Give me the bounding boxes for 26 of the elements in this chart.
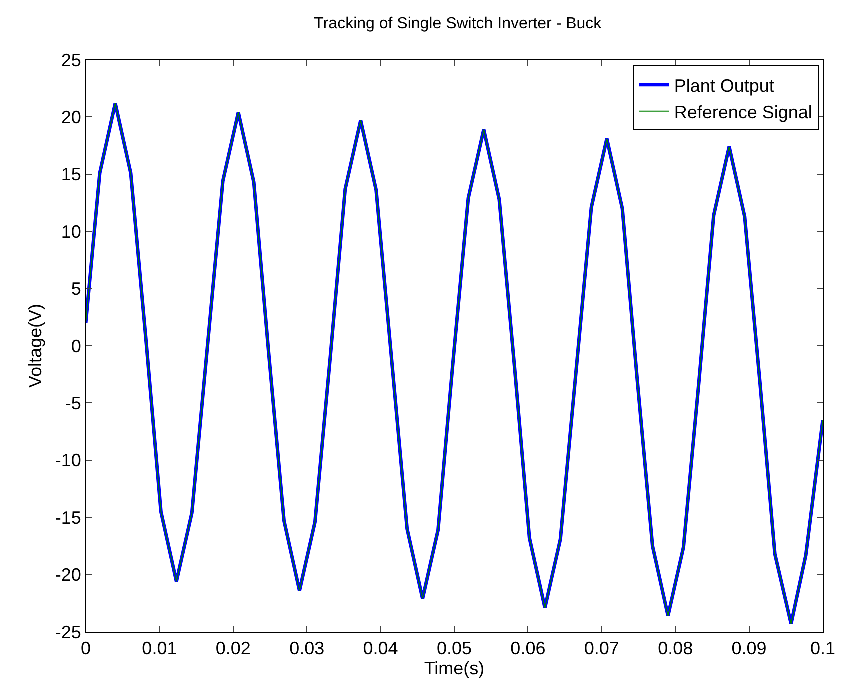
y-tick-label: 20 [61, 108, 82, 128]
x-tick-label: 0.08 [658, 638, 694, 659]
y-tick-label: 15 [61, 164, 82, 185]
y-tick-label: 25 [61, 50, 82, 70]
x-tick-label: 0.09 [732, 638, 767, 659]
x-axis-title: Time(s) [424, 658, 485, 679]
x-tick-label: 0.02 [216, 638, 251, 659]
x-tick-label: 0.01 [142, 638, 178, 659]
y-tick-label: -15 [55, 508, 82, 528]
x-tick-label: 0.04 [363, 638, 398, 659]
y-tick-label: 10 [61, 222, 82, 242]
x-tick-label: 0.07 [584, 638, 620, 659]
y-tick-label: -10 [55, 450, 82, 471]
y-tick-label: -25 [55, 622, 82, 642]
y-axis-title: Voltage(V) [26, 304, 46, 388]
legend-label: Plant Output [674, 76, 774, 96]
y-tick-label: -5 [65, 394, 82, 414]
y-tick-label: 5 [71, 279, 82, 300]
x-tick-label: 0.03 [290, 638, 325, 659]
x-tick-label: 0.1 [810, 638, 836, 659]
x-tick-label: 0.05 [436, 638, 472, 659]
y-tick-label: 0 [71, 336, 82, 356]
legend-label: Reference Signal [674, 102, 812, 122]
y-tick-label: -20 [55, 565, 82, 586]
x-tick-label: 0.06 [510, 638, 546, 659]
chart-title: Tracking of Single Switch Inverter - Buck [314, 16, 603, 33]
